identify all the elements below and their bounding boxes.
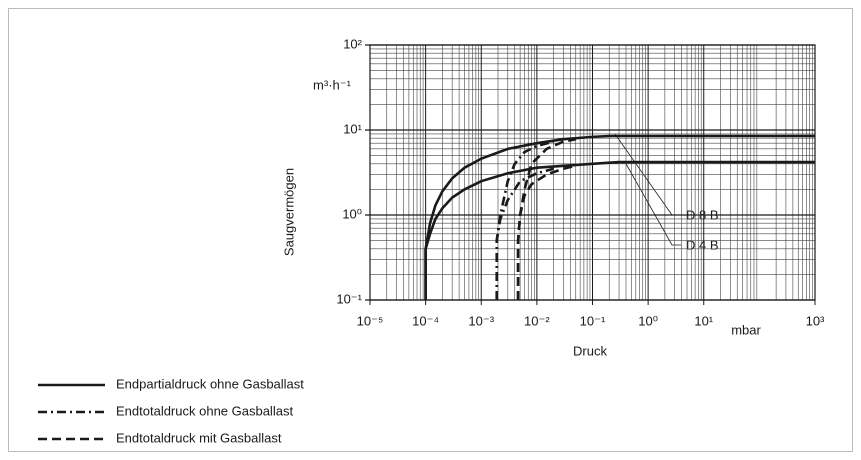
x-unit: mbar (731, 322, 761, 337)
x-tick-label: 10⁻⁵ (357, 313, 384, 328)
x-tick-label: 10¹ (694, 313, 713, 328)
annotation: D 4 B (686, 237, 719, 252)
curve (424, 160, 815, 300)
plot-border (369, 44, 816, 301)
legend-label: Endtotaldruck ohne Gasballast (116, 403, 293, 418)
x-tick-label: 10⁻² (524, 313, 550, 328)
legend-label: Endpartialdruck ohne Gasballast (116, 376, 304, 391)
y-tick-label: 10² (343, 36, 362, 51)
label-box (681, 234, 731, 256)
legend-label: Endtotaldruck mit Gasballast (116, 430, 282, 445)
y-axis-title: Saugvermögen (281, 168, 296, 256)
curve (424, 134, 815, 300)
curve (495, 167, 554, 300)
x-tick-label: 10⁻⁴ (412, 313, 439, 328)
x-tick-label: 10⁻¹ (580, 313, 606, 328)
curve (516, 164, 577, 300)
x-axis-title: Druck (573, 343, 607, 358)
y-tick-label: 10⁰ (342, 206, 362, 221)
y-tick-label: 10⁻¹ (336, 291, 362, 306)
x-tick-label: 10⁰ (638, 313, 658, 328)
y-tick-label: 10¹ (343, 121, 362, 136)
y-unit: m³·h⁻¹ (313, 77, 352, 92)
x-tick-label: 10⁻³ (468, 313, 494, 328)
x-tick-label: 10³ (806, 313, 825, 328)
